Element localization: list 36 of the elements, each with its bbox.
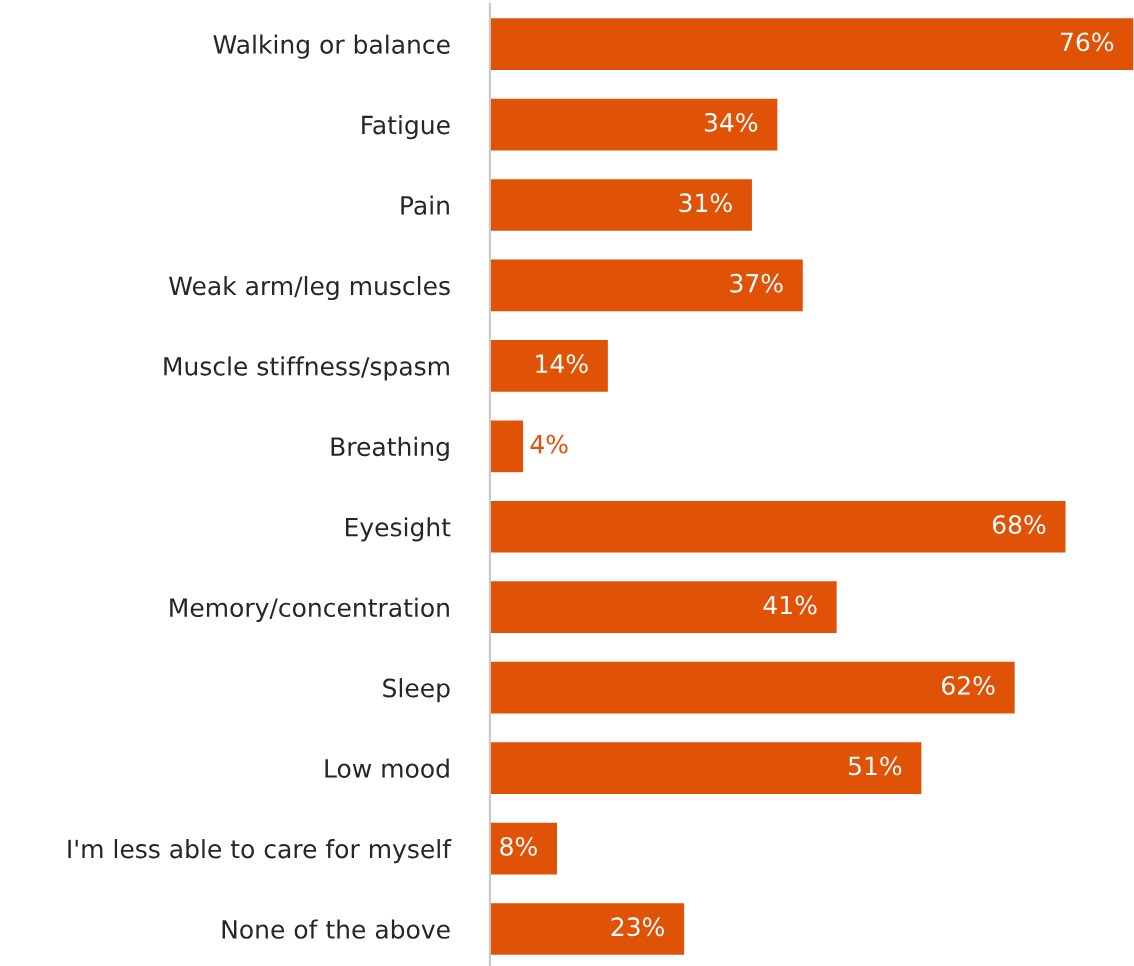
bar	[489, 499, 1067, 555]
y-tick-label: Low mood	[325, 758, 449, 778]
bar	[489, 177, 754, 233]
data-label: 31%	[679, 193, 732, 213]
bar	[489, 16, 1134, 72]
bar	[489, 338, 610, 394]
y-tick-label: I'm less able to care for myself	[68, 839, 452, 864]
y-tick-label: Sleep	[383, 678, 450, 703]
y-tick-label: Eyesight	[345, 517, 451, 542]
y-tick-label: None of the above	[222, 919, 450, 939]
y-tick-label: Breathing	[331, 436, 449, 462]
data-label: 23%	[611, 917, 664, 937]
y-tick-label: Fatigue	[362, 115, 450, 140]
data-label: 51%	[849, 756, 902, 776]
y-tick-label: Walking or balance	[213, 34, 450, 59]
bar	[489, 821, 559, 876]
data-label: 34%	[704, 112, 758, 132]
data-label: 41%	[763, 595, 817, 615]
bar	[489, 740, 923, 796]
bar	[489, 901, 686, 957]
y-tick-label: Muscle stiffness/spasm	[164, 356, 449, 381]
bar	[489, 419, 525, 474]
y-tick-label: Pain	[401, 195, 449, 215]
data-label: 68%	[992, 515, 1046, 535]
data-label: 37%	[730, 273, 783, 293]
y-tick-label: Memory/concentration	[170, 597, 449, 622]
data-label: 62%	[942, 676, 995, 695]
bar	[489, 579, 839, 635]
data-label: 4%	[530, 434, 568, 454]
y-tick-label: Weak arm/leg muscles	[169, 275, 450, 301]
data-label: 14%	[536, 354, 588, 374]
data-label: 8%	[500, 836, 537, 856]
data-label: 76%	[1061, 32, 1114, 52]
bar	[489, 660, 1017, 715]
bar	[489, 258, 805, 313]
bar	[489, 97, 779, 152]
